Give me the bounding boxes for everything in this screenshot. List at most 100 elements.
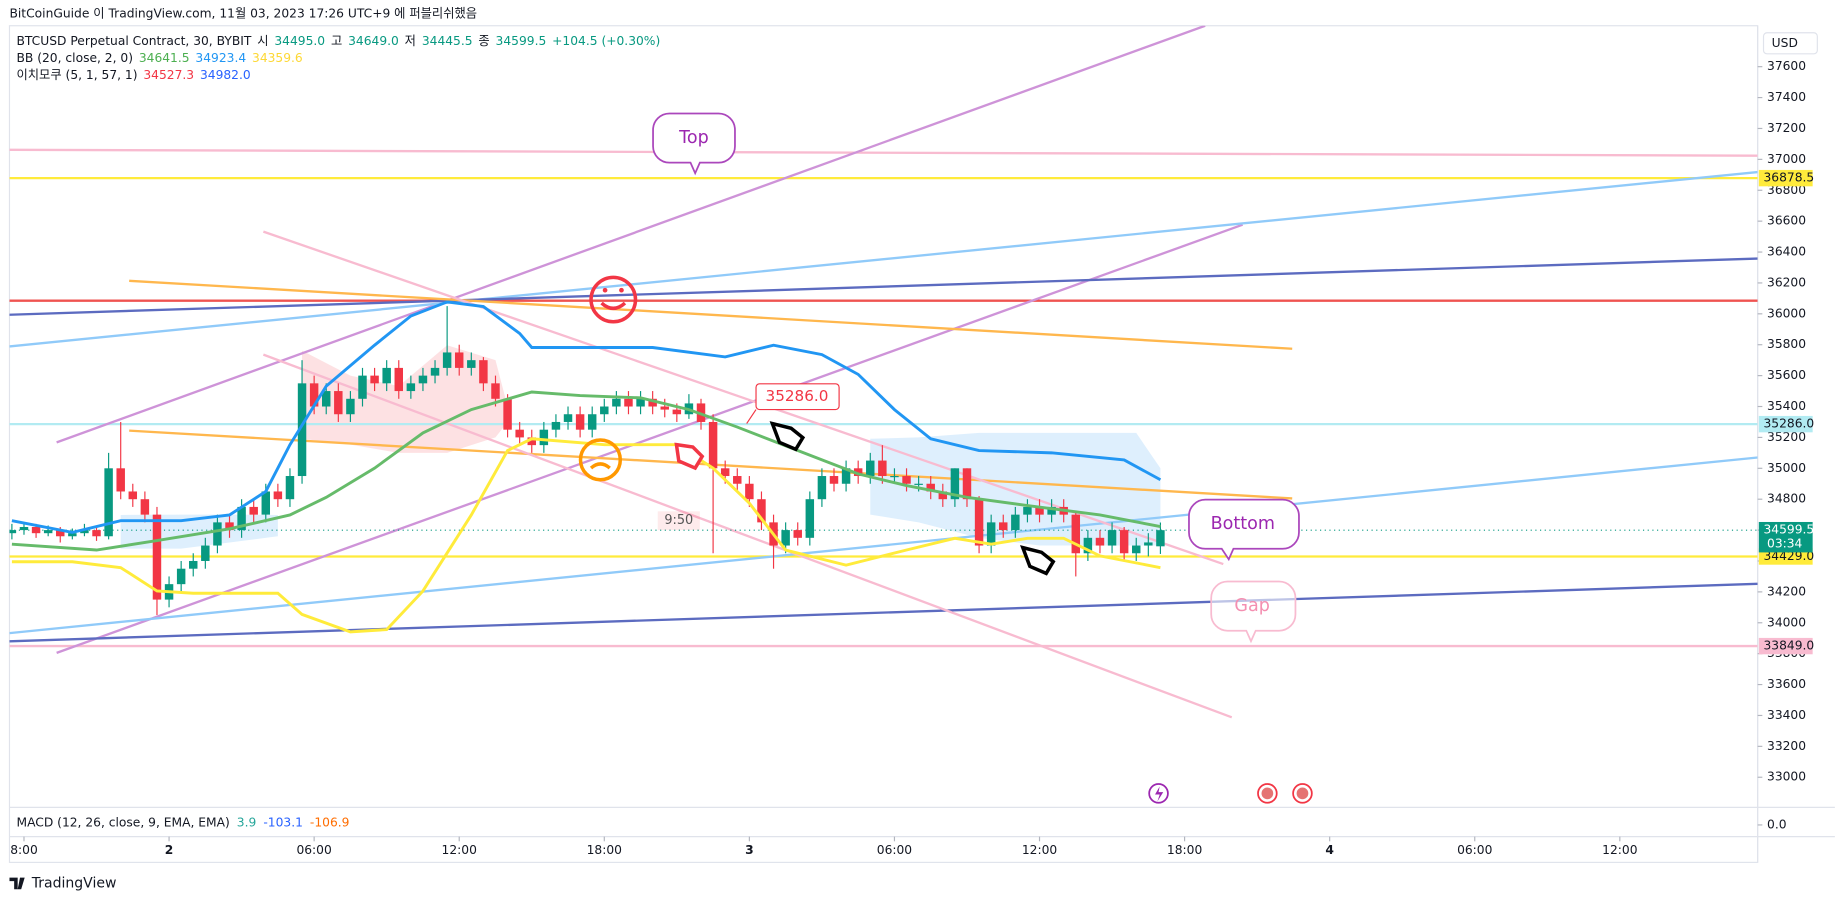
- flag-icon: [1261, 787, 1274, 800]
- bottom-bubble: [1188, 498, 1300, 562]
- candle-body: [1107, 530, 1117, 546]
- time-note: 9:50: [664, 513, 693, 528]
- smiley-mouth: [600, 301, 627, 311]
- price-label: 36878.5: [1764, 171, 1815, 185]
- candle-body: [672, 409, 682, 415]
- candle-body: [382, 367, 391, 384]
- candle-body: [430, 367, 440, 376]
- candle-body: [1095, 537, 1105, 546]
- y-tick-label: 36000: [1767, 306, 1806, 320]
- x-tick-label: 8:00: [10, 843, 38, 857]
- legend-item: 저: [405, 33, 416, 47]
- price-label-box: [1758, 415, 1813, 433]
- worry-icon: [578, 438, 623, 482]
- candle-body: [152, 514, 162, 600]
- price-label-box: [1758, 548, 1813, 565]
- candle-body: [1083, 537, 1093, 554]
- candle-body: [1023, 506, 1032, 515]
- legend-item: 34359.6: [252, 50, 303, 64]
- candle-body: [104, 468, 113, 537]
- price-label-box: [1758, 169, 1813, 187]
- macd-title: MACD (12, 26, close, 9, EMA, EMA): [17, 815, 230, 829]
- indicator-line: [11, 300, 1162, 534]
- trend-line: [129, 279, 1293, 350]
- candle-body: [805, 499, 815, 538]
- legend-item: 34527.3: [143, 67, 194, 81]
- candle-body: [346, 398, 355, 415]
- candle-body: [503, 398, 512, 430]
- currency-box[interactable]: [1762, 32, 1818, 55]
- candle-body: [1011, 514, 1020, 531]
- legend-item: +104.5 (+0.30%): [552, 33, 660, 47]
- price-label-box: [1758, 637, 1813, 655]
- time-note-box: [657, 511, 700, 531]
- candle-body: [56, 530, 65, 537]
- candle-body: [43, 530, 53, 534]
- trend-line: [56, 25, 1206, 444]
- y-tick-label: 37000: [1767, 152, 1806, 166]
- candle-body: [950, 468, 960, 500]
- y-tick-label: 35400: [1767, 399, 1806, 413]
- legend-row: 이치모쿠 (5, 1, 57, 1) 34527.3 34982.0: [17, 67, 251, 81]
- y-tick-label: 35000: [1767, 461, 1806, 475]
- legend-item: BTCUSD Perpetual Contract, 30, BYBIT: [17, 33, 252, 47]
- candle-body: [539, 429, 549, 446]
- legend-item: 34982.0: [200, 67, 251, 81]
- candle-body: [781, 530, 790, 546]
- candle-body: [1132, 545, 1141, 554]
- candle-body: [648, 398, 657, 407]
- gap-label: Gap: [1234, 596, 1270, 616]
- price-label: 35286.0: [1764, 417, 1815, 431]
- candle-body: [708, 421, 718, 469]
- candle-body: [878, 460, 887, 477]
- candle-body: [201, 545, 210, 561]
- candle-body: [926, 483, 935, 492]
- candle-body: [612, 398, 621, 407]
- candle-body: [660, 406, 669, 410]
- candle-body: [587, 414, 597, 430]
- candle-body: [237, 506, 246, 531]
- trend-line: [9, 456, 1758, 635]
- legend-item: 고: [331, 33, 342, 47]
- candle-body: [454, 352, 464, 368]
- price-note-box: [755, 383, 840, 411]
- candle-body: [853, 468, 863, 477]
- candle-body: [225, 522, 234, 531]
- macd-value: 3.9: [237, 815, 257, 829]
- y-tick-label: 37400: [1767, 90, 1806, 104]
- countdown: 03:34: [1767, 537, 1803, 551]
- candle-body: [249, 506, 258, 515]
- legend-item: 이치모쿠 (5, 1, 57, 1): [17, 67, 138, 81]
- candle-body: [757, 499, 766, 523]
- trend-line: [56, 223, 1244, 654]
- candle-body: [491, 383, 500, 399]
- candle-body: [902, 476, 911, 484]
- flag-icon: [1296, 787, 1309, 800]
- y-tick-label: 34000: [1767, 615, 1806, 629]
- x-tick-label: 3: [745, 843, 754, 857]
- y-tick-label: 37200: [1767, 121, 1806, 135]
- candle-body: [92, 530, 101, 537]
- price-note: 35286.0: [766, 387, 829, 405]
- macd-legend: MACD (12, 26, close, 9, EMA, EMA) 3.9 -103…: [17, 815, 350, 829]
- candle-body: [116, 468, 125, 492]
- candle-body: [31, 527, 41, 534]
- candle-body: [563, 414, 573, 422]
- candle-body: [321, 391, 331, 407]
- legend-row: BTCUSD Perpetual Contract, 30, BYBIT 시 344…: [17, 33, 661, 47]
- candle-body: [128, 491, 138, 500]
- candle-body: [80, 530, 89, 534]
- candle-body: [479, 360, 488, 384]
- candle-body: [999, 522, 1008, 531]
- candle-body: [986, 522, 996, 546]
- candle-body: [418, 375, 428, 384]
- smiley-eye: [602, 287, 608, 293]
- candle-body: [334, 391, 343, 415]
- candle-body: [733, 476, 742, 484]
- candle-body: [1047, 506, 1056, 515]
- candle-body: [600, 406, 609, 415]
- y-tick-label: 36400: [1767, 245, 1806, 259]
- candle-body: [358, 375, 367, 399]
- y-tick-label: 33400: [1767, 708, 1806, 722]
- candle-body: [841, 468, 851, 484]
